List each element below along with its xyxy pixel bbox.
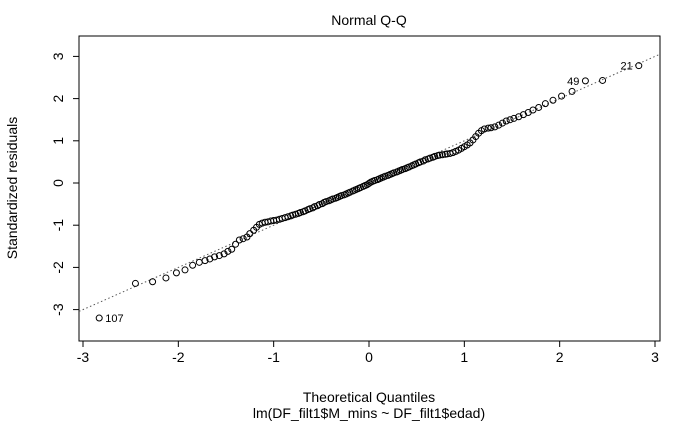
data-point [535, 103, 543, 111]
data-point [498, 119, 506, 127]
data-point [371, 176, 379, 184]
data-point [558, 92, 566, 100]
data-point [541, 100, 549, 108]
data-point [495, 121, 503, 129]
x-tick-label: 2 [556, 349, 564, 365]
outlier-label: 107 [105, 313, 123, 325]
x-tick-label: -1 [267, 349, 280, 365]
data-point [162, 274, 170, 282]
data-point [581, 77, 589, 85]
y-tick-label: 3 [50, 52, 66, 60]
x-axis-label: Theoretical Quantiles [303, 389, 435, 405]
x-tick-label: 0 [365, 349, 373, 365]
data-point [239, 235, 247, 243]
chart-subtitle: lm(DF_filt1$M_mins ~ DF_filt1$edad) [253, 405, 485, 421]
data-point [529, 106, 537, 114]
data-point [398, 165, 406, 173]
data-point [510, 114, 518, 122]
x-tick-label: 1 [460, 349, 468, 365]
x-tick-label: 3 [651, 349, 659, 365]
y-tick-label: 0 [50, 179, 66, 187]
y-tick-label: -1 [50, 219, 66, 232]
data-point [421, 156, 429, 164]
outlier-label: 49 [567, 76, 579, 88]
data-point [506, 116, 514, 124]
data-point [491, 123, 499, 131]
outlier-label: 21 [621, 61, 633, 73]
data-point [228, 245, 236, 253]
data-point [284, 213, 292, 221]
data-point [189, 261, 197, 269]
data-point [232, 240, 240, 248]
data-point [224, 247, 232, 255]
data-point [211, 253, 219, 261]
data-point [95, 314, 103, 322]
data-point [635, 62, 643, 70]
data-point [337, 192, 345, 200]
data-point [329, 195, 337, 203]
data-point [215, 252, 223, 260]
reference-line [78, 53, 661, 312]
data-point [195, 258, 203, 266]
data-point [172, 269, 180, 277]
data-point [431, 152, 439, 160]
data-point [480, 125, 488, 133]
x-tick-label: -3 [77, 349, 90, 365]
data-point [549, 96, 557, 104]
data-point [487, 124, 495, 132]
data-point [292, 210, 300, 218]
data-point [426, 154, 434, 162]
data-point [201, 257, 209, 265]
y-tick-label: -2 [50, 261, 66, 274]
data-point [484, 124, 492, 132]
data-point [599, 76, 607, 84]
data-point [131, 279, 139, 287]
data-point [181, 266, 189, 274]
chart-title: Normal Q-Q [331, 12, 407, 28]
data-point [296, 209, 304, 217]
data-point [381, 172, 389, 180]
y-tick-label: 1 [50, 137, 66, 145]
x-tick-label: -2 [172, 349, 185, 365]
data-point [318, 200, 326, 208]
data-point [568, 87, 576, 95]
y-axis-label: Standardized residuals [4, 117, 20, 259]
data-point [365, 179, 373, 187]
data-point [322, 198, 330, 206]
data-point [502, 117, 510, 125]
data-point [149, 278, 157, 286]
y-tick-label: -3 [50, 303, 66, 316]
y-tick-label: 2 [50, 94, 66, 102]
data-point [235, 236, 243, 244]
data-point [438, 151, 446, 159]
data-point [390, 169, 398, 177]
